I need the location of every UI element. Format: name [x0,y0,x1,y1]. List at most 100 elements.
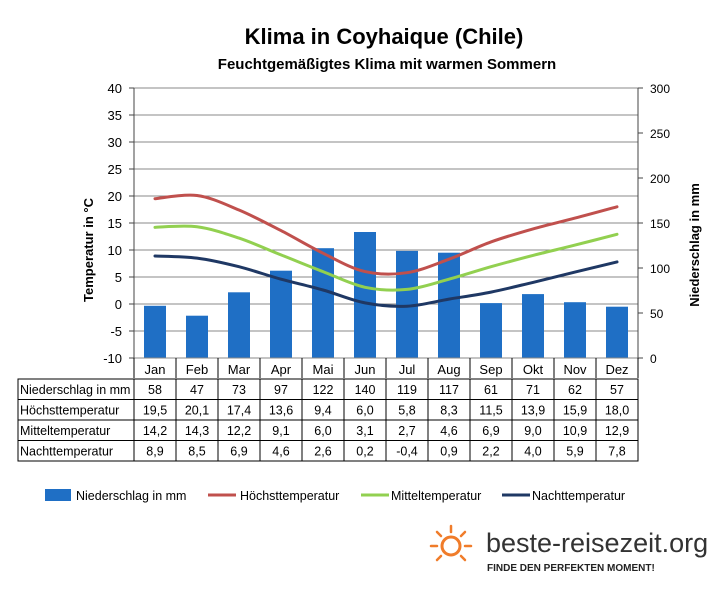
bar-niederschlag-jul [396,250,418,358]
table-cell: 97 [274,383,288,397]
bar-niederschlag-mar [228,292,250,358]
table-cell: 13,6 [269,404,293,418]
line-nachttemperatur [153,254,619,308]
table-cell: 4,0 [524,445,541,459]
table-cell: 71 [526,383,540,397]
y-left-tick-label: 15 [108,216,122,231]
table-row-header: Mitteltemperatur [20,424,110,438]
y-right-tick-label: 0 [650,352,657,366]
table-cell: 0,9 [440,445,457,459]
table-cell: 7,8 [608,445,625,459]
table-cell: -0,4 [396,445,418,459]
table-cell: 6,0 [356,404,373,418]
y-right-tick-label: 250 [650,127,670,141]
table-cell: 122 [313,383,334,397]
table-row-header: Höchsttemperatur [20,404,119,418]
table-cell: 6,9 [230,445,247,459]
table-cell: 20,1 [185,404,209,418]
table-cell: 12,2 [227,424,251,438]
bar-niederschlag-aug [438,252,460,358]
bar-niederschlag-apr [270,270,292,358]
temperature-lines [153,193,619,308]
line-hoechsttemperatur [153,193,619,276]
sun-icon [429,524,473,562]
data-table: Jan Feb Mar Apr Mai Jun Jul Aug Sep Okt Nov Dez Nied… [17,358,639,462]
legend-label: Höchsttemperatur [240,489,339,503]
y-axis-right-label: Niederschlag in mm [687,183,702,307]
table-cell: 0,2 [356,445,373,459]
y-left-tick-label: -5 [110,324,122,339]
bar-niederschlag-okt [522,294,544,358]
table-cell: 8,5 [188,445,205,459]
legend-swatch-niederschlag [45,489,71,501]
line-mitteltemperatur [153,224,619,292]
bar-niederschlag-dez [606,306,628,358]
y-left-tick-label: 35 [108,108,122,123]
gridlines [134,87,638,359]
table-cell: 19,5 [143,404,167,418]
x-tick-label-dez: Dez [605,362,628,377]
table-row-header: Niederschlag in mm [20,383,130,397]
legend-label: Niederschlag in mm [76,489,186,503]
x-tick-label-okt: Okt [523,362,544,377]
table-cell: 140 [355,383,376,397]
table-row-header: Nachttemperatur [20,445,113,459]
x-tick-label-mar: Mar [228,362,251,377]
brand-logo[interactable]: beste-reisezeit.org FINDE DEN PERFEKTEN … [429,524,708,574]
x-tick-label-sep: Sep [479,362,502,377]
x-tick-label-jan: Jan [145,362,166,377]
table-cell: 58 [148,383,162,397]
brand-site-name: beste-reisezeit.org [486,528,708,558]
table-cell: 12,9 [605,424,629,438]
table-cell: 8,9 [146,445,163,459]
y-left-tick-label: 40 [108,81,122,96]
legend-label: Mitteltemperatur [391,489,481,503]
table-cell: 117 [439,383,459,397]
table-cell: 3,1 [356,424,373,438]
legend: Niederschlag in mm Höchsttemperatur Mittel… [45,489,625,503]
y-left-tick-label: -10 [103,351,122,366]
bar-niederschlag-mai [312,248,334,358]
table-cell: 9,1 [272,424,289,438]
y-left-tick-label: 20 [108,189,122,204]
table-cell: 4,6 [272,445,289,459]
bar-niederschlag-jun [354,232,376,358]
table-cell: 9,4 [314,404,331,418]
bar-niederschlag-nov [564,302,586,358]
y-axis-left-label: Temperatur in °C [81,197,96,302]
table-cell: 8,3 [440,404,457,418]
bar-niederschlag-feb [186,315,208,358]
table-cell: 57 [610,383,624,397]
table-cell: 11,5 [479,404,502,418]
table-cell: 2,7 [398,424,415,438]
y-left-tick-label: 5 [115,270,122,285]
table-cell: 14,2 [143,424,167,438]
table-cell: 18,0 [605,404,629,418]
legend-label: Nachttemperatur [532,489,625,503]
x-tick-label-apr: Apr [271,362,292,377]
x-tick-label-nov: Nov [563,362,587,377]
chart-title: Klima in Coyhaique (Chile) [245,24,524,49]
table-cell: 62 [568,383,582,397]
precipitation-bars [144,232,628,358]
table-cell: 5,8 [398,404,415,418]
table-cell: 73 [232,383,246,397]
table-cell: 119 [397,383,417,397]
table-cell: 14,3 [185,424,209,438]
table-cell: 6,9 [482,424,499,438]
table-cell: 2,6 [314,445,331,459]
table-cell: 13,9 [521,404,545,418]
x-tick-label-mai: Mai [313,362,334,377]
y-right-tick-label: 50 [650,307,664,321]
table-cell: 15,9 [563,404,587,418]
table-cell: 17,4 [227,404,251,418]
y-left-tick-label: 30 [108,135,122,150]
bar-niederschlag-jan [144,305,166,358]
y-left-tick-label: 25 [108,162,122,177]
y-left-tick-label: 10 [108,243,122,258]
table-cell: 2,2 [482,445,499,459]
bar-niederschlag-sep [480,303,502,358]
table-cell: 47 [190,383,204,397]
y-right-tick-label: 150 [650,217,670,231]
